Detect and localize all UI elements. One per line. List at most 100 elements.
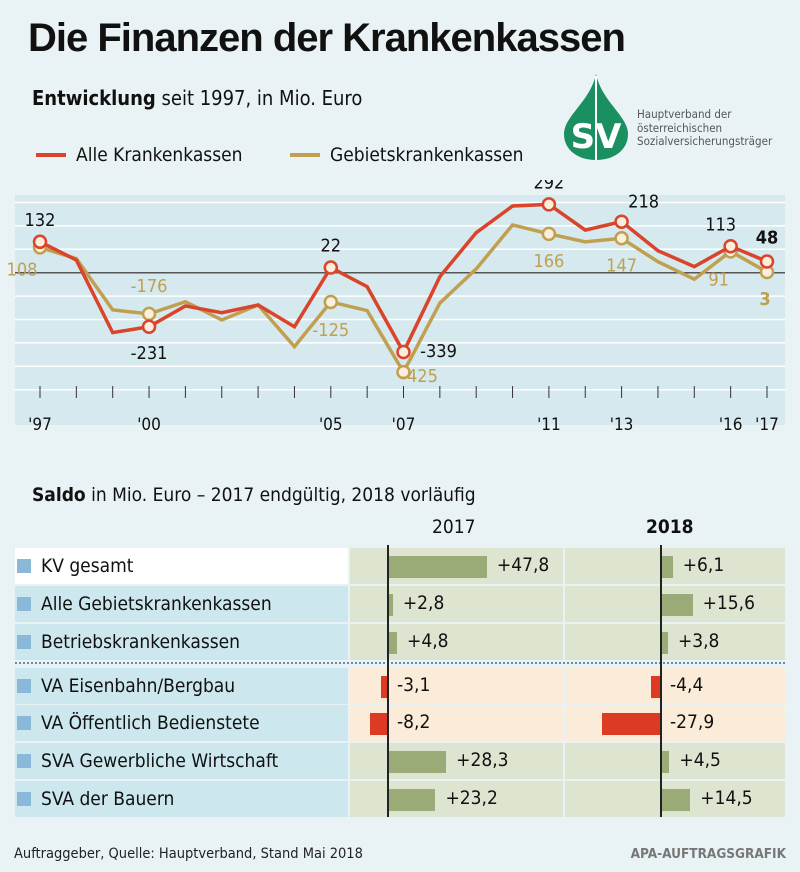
column-header-2017: 2017	[432, 516, 476, 538]
row-label-text: Betriebskrankenkassen	[41, 631, 241, 653]
table-row: SVA Gewerbliche Wirtschaft +28,3 +4,5	[15, 743, 785, 779]
sv-logo: SV	[564, 74, 628, 160]
bar-2017	[387, 789, 436, 811]
row-label: SVA der Bauern	[15, 781, 348, 817]
data-label: -339	[420, 341, 457, 362]
bar-2017	[369, 713, 387, 735]
chart-subtitle: Entwicklung seit 1997, in Mio. Euro	[32, 86, 362, 110]
value-2018: +15,6	[702, 592, 755, 614]
data-point	[541, 226, 557, 242]
zero-axis-2017	[387, 545, 389, 817]
cell-2017: -8,2	[350, 705, 563, 741]
data-label: 91	[708, 269, 729, 290]
square-bullet-icon	[17, 792, 31, 806]
value-2018: -4,4	[670, 674, 704, 696]
cell-2017: +4,8	[350, 624, 563, 660]
data-label: 132	[25, 210, 56, 231]
logo-text: Hauptverband der österreichischen Sozial…	[637, 107, 773, 149]
page-title: Die Finanzen der Krankenkassen	[28, 16, 626, 60]
data-label: 3	[759, 289, 770, 310]
row-label-text: VA Eisenbahn/Bergbau	[41, 675, 236, 697]
bar-2017	[380, 676, 387, 698]
legend-swatch	[290, 153, 320, 157]
bar-2017	[387, 594, 393, 616]
value-2017: +23,2	[445, 787, 498, 809]
x-tick-label: '07	[392, 415, 416, 435]
column-header-2018: 2018	[646, 516, 694, 538]
legend-item-gebiets: Gebietskrankenkassen	[290, 144, 524, 166]
data-label: 218	[628, 192, 659, 213]
data-point	[759, 254, 775, 269]
data-point	[396, 344, 411, 360]
x-tick-label: '17	[755, 415, 779, 435]
data-label: 22	[320, 236, 341, 257]
data-label: -125	[312, 320, 349, 341]
data-point	[614, 214, 629, 229]
cell-2018: +6,1	[565, 548, 785, 584]
cell-2018: -4,4	[565, 668, 785, 704]
data-label: -231	[131, 343, 168, 364]
bar-2017	[387, 556, 487, 578]
cell-2017: +28,3	[350, 743, 563, 779]
legend-item-alle: Alle Krankenkassen	[36, 144, 242, 166]
data-point	[323, 260, 339, 275]
subtitle-rest: seit 1997, in Mio. Euro	[155, 86, 363, 110]
table-title-bold: Saldo	[32, 484, 86, 506]
square-bullet-icon	[17, 597, 31, 611]
bar-2018	[660, 789, 691, 811]
value-2017: +47,8	[496, 554, 550, 576]
value-2018: +3,8	[677, 630, 720, 652]
row-label-text: KV gesamt	[41, 555, 134, 577]
x-tick-label: '05	[319, 415, 343, 435]
square-bullet-icon	[17, 754, 31, 768]
row-label: Alle Gebietskrankenkassen	[15, 586, 348, 622]
row-label-text: VA Öffentlich Bedienstete	[41, 712, 260, 734]
value-2018: +6,1	[682, 554, 725, 576]
bar-2018	[660, 594, 693, 616]
row-label: KV gesamt	[15, 548, 348, 584]
table-row: SVA der Bauern +23,2 +14,5	[15, 781, 785, 817]
subtitle-bold: Entwicklung	[32, 86, 156, 110]
cell-2018: -27,9	[565, 705, 785, 741]
square-bullet-icon	[17, 635, 31, 649]
cell-2017: -3,1	[350, 668, 563, 704]
table-row: Betriebskrankenkassen +4,8 +3,8	[15, 624, 785, 660]
row-label: SVA Gewerbliche Wirtschaft	[15, 743, 348, 779]
data-label: 48	[756, 227, 779, 248]
row-label: VA Öffentlich Bedienstete	[15, 705, 348, 741]
plot-area	[15, 195, 785, 425]
table-title-rest: in Mio. Euro – 2017 endgültig, 2018 vorl…	[85, 484, 476, 506]
cell-2017: +23,2	[350, 781, 563, 817]
data-point	[323, 294, 339, 310]
row-label-text: Alle Gebietskrankenkassen	[41, 593, 272, 615]
legend-label: Gebietskrankenkassen	[330, 144, 524, 166]
data-point	[141, 319, 157, 335]
x-tick-label: '13	[610, 415, 634, 435]
cell-2018: +14,5	[565, 781, 785, 817]
table-row: VA Eisenbahn/Bergbau -3,1 -4,4	[15, 668, 785, 704]
data-point	[141, 306, 157, 322]
table-title: Saldo in Mio. Euro – 2017 endgültig, 201…	[32, 484, 476, 506]
group-separator	[15, 662, 785, 664]
data-point	[541, 197, 557, 212]
data-point	[723, 239, 738, 254]
legend-swatch	[36, 153, 66, 157]
x-tick-label: '00	[137, 415, 161, 435]
bar-2018	[650, 676, 660, 698]
zero-axis-2018	[660, 545, 662, 817]
credit: APA-AUFTRAGSGRAFIK	[630, 846, 786, 862]
logo-line: Sozialversicherungsträger	[637, 134, 773, 148]
data-label: 113	[705, 214, 736, 235]
table-row: VA Öffentlich Bedienstete -8,2 -27,9	[15, 705, 785, 741]
source-note: Auftraggeber, Quelle: Hauptverband, Stan…	[14, 846, 363, 862]
value-2018: -27,9	[670, 711, 715, 733]
bar-2018	[601, 713, 660, 735]
cell-2018: +4,5	[565, 743, 785, 779]
logo-line: Hauptverband der	[637, 107, 732, 121]
row-label-text: SVA Gewerbliche Wirtschaft	[41, 750, 279, 772]
data-label: -176	[131, 276, 168, 297]
value-2017: +2,8	[402, 592, 445, 614]
row-label-text: SVA der Bauern	[41, 788, 175, 810]
square-bullet-icon	[17, 716, 31, 730]
